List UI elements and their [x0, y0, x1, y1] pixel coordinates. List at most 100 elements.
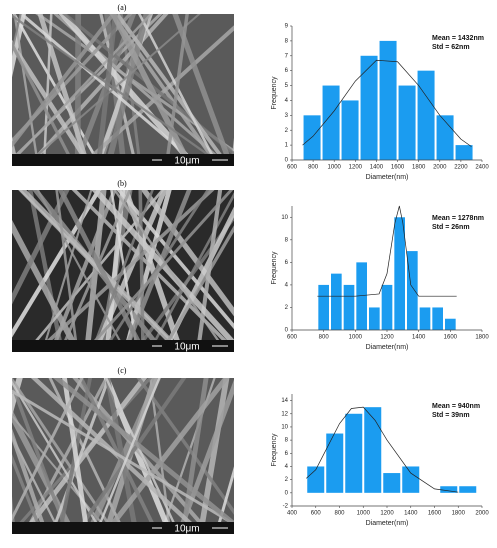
- x-tick-label: 1200: [380, 511, 394, 517]
- x-tick-label: 400: [287, 511, 298, 517]
- x-tick-label: 1800: [412, 165, 426, 171]
- y-tick-label: 6: [285, 451, 289, 457]
- fiber: [37, 14, 91, 166]
- x-tick-label: 1200: [380, 335, 394, 341]
- fiber: [52, 378, 234, 527]
- fiber: [172, 14, 234, 166]
- x-tick-label: 600: [287, 165, 298, 171]
- y-axis-label: Frequency: [271, 76, 278, 110]
- fiber: [12, 428, 49, 534]
- fit-curve: [302, 59, 472, 147]
- y-tick-label: 7: [285, 53, 289, 59]
- bar: [455, 145, 473, 160]
- y-tick-label: 2: [285, 128, 289, 134]
- bar: [345, 413, 363, 493]
- fiber: [12, 190, 70, 305]
- fiber: [58, 190, 132, 352]
- fiber: [13, 14, 40, 166]
- bar: [445, 318, 456, 330]
- panel-label: (b): [117, 179, 127, 188]
- scale-label: 10μm: [174, 342, 199, 353]
- fiber: [57, 190, 147, 352]
- y-tick-label: 4: [285, 464, 289, 470]
- y-tick-label: 4: [285, 98, 289, 104]
- y-tick-label: 12: [281, 411, 288, 417]
- y-tick-label: 0: [285, 490, 289, 496]
- x-tick-label: 1600: [391, 165, 405, 171]
- fiber: [104, 14, 150, 166]
- y-tick-label: 6: [285, 68, 289, 74]
- fibers: [12, 378, 234, 534]
- fiber: [12, 14, 22, 57]
- bar: [322, 85, 340, 160]
- panel-label: (c): [118, 366, 127, 375]
- fiber: [12, 14, 153, 164]
- y-tick-label: 0: [285, 328, 289, 334]
- fiber: [48, 378, 127, 534]
- bar: [419, 307, 431, 330]
- y-tick-label: 4: [285, 282, 289, 288]
- fibers: [12, 14, 234, 166]
- x-tick-label: 1400: [404, 511, 418, 517]
- fiber: [104, 378, 181, 534]
- x-tick-label: 1400: [412, 335, 426, 341]
- sem-image: 10μm: [12, 378, 234, 535]
- fiber: [116, 190, 234, 330]
- fiber: [180, 378, 209, 534]
- x-tick-label: 800: [334, 511, 345, 517]
- x-tick-label: 1000: [357, 511, 371, 517]
- fibers: [12, 190, 234, 352]
- fiber: [114, 14, 231, 166]
- x-tick-label: 2200: [454, 165, 468, 171]
- fiber: [12, 14, 226, 166]
- bar: [402, 466, 420, 493]
- bar: [369, 307, 380, 330]
- bar: [398, 85, 416, 160]
- fiber: [12, 40, 77, 166]
- y-tick-label: 5: [285, 83, 289, 89]
- bar: [436, 115, 454, 160]
- x-tick-label: 1000: [328, 165, 342, 171]
- fiber: [197, 378, 230, 534]
- bar: [381, 284, 393, 330]
- fiber: [113, 190, 228, 352]
- x-axis-label: Diameter(nm): [366, 344, 409, 351]
- bar: [307, 466, 325, 493]
- fiber: [83, 190, 234, 352]
- fiber: [12, 378, 84, 522]
- x-axis-label: Diameter(nm): [366, 520, 409, 527]
- fiber: [55, 190, 79, 352]
- fiber: [12, 453, 44, 534]
- fiber: [12, 434, 62, 534]
- bar: [364, 407, 382, 493]
- fiber: [12, 389, 234, 526]
- bar: [407, 251, 418, 330]
- x-tick-label: 2000: [475, 511, 489, 517]
- y-tick-label: 8: [285, 438, 289, 444]
- bar: [303, 115, 321, 160]
- fiber: [23, 14, 201, 166]
- bar: [459, 486, 477, 493]
- bar: [432, 307, 443, 330]
- fiber: [12, 190, 102, 338]
- fiber: [101, 378, 230, 534]
- fiber: [12, 219, 82, 352]
- fit-curve: [306, 406, 459, 493]
- y-tick-label: 8: [285, 38, 289, 44]
- info-bar: [12, 154, 234, 166]
- fiber: [110, 14, 194, 166]
- fiber: [12, 14, 116, 148]
- y-tick-label: 9: [285, 24, 289, 30]
- bar: [360, 55, 378, 160]
- y-axis-label: Frequency: [271, 251, 278, 285]
- x-tick-label: 600: [311, 511, 322, 517]
- x-tick-label: 1000: [349, 335, 363, 341]
- fiber: [12, 39, 93, 166]
- fiber: [49, 190, 117, 352]
- panel-label: (a): [118, 3, 127, 12]
- bar: [341, 100, 359, 160]
- y-tick-label: 1: [285, 143, 289, 149]
- fiber: [195, 190, 223, 352]
- bar: [417, 70, 435, 160]
- y-axis-label: Frequency: [271, 433, 278, 467]
